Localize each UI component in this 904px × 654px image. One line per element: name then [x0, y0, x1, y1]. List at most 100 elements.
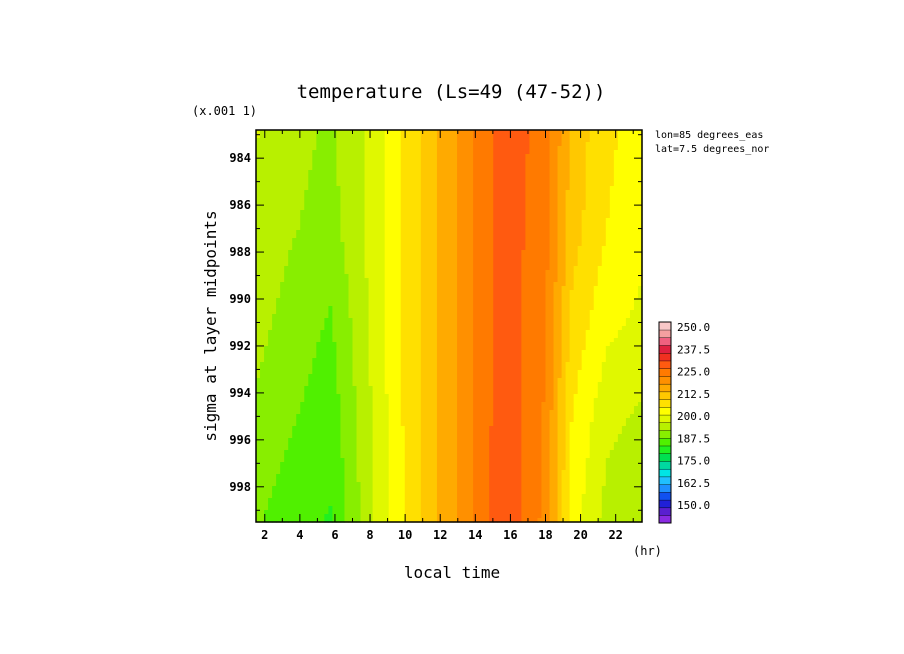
contour-cell — [605, 218, 611, 223]
contour-cell — [344, 138, 350, 143]
contour-cell — [637, 138, 643, 143]
contour-cell — [412, 146, 418, 151]
contour-cell — [621, 330, 627, 335]
contour-cell — [533, 306, 539, 311]
contour-cell — [340, 330, 346, 335]
contour-cell — [408, 250, 414, 255]
contour-cell — [364, 318, 370, 323]
contour-cell — [284, 186, 289, 191]
contour-cell — [469, 150, 474, 155]
contour-cell — [416, 234, 422, 239]
contour-cell — [541, 262, 547, 267]
contour-cell — [513, 326, 518, 331]
contour-cell — [428, 214, 434, 219]
contour-cell — [276, 286, 281, 291]
contour-cell — [300, 178, 305, 183]
contour-cell — [392, 214, 398, 219]
contour-cell — [477, 286, 482, 291]
contour-cell — [501, 254, 506, 259]
contour-cell — [376, 178, 382, 183]
contour-cell — [408, 234, 414, 239]
contour-cell — [561, 322, 567, 327]
contour-cell — [292, 190, 297, 195]
contour-cell — [364, 166, 370, 171]
contour-cell — [272, 258, 277, 263]
contour-cell — [364, 214, 370, 219]
contour-cell — [360, 210, 366, 215]
contour-cell — [388, 306, 394, 311]
contour-cell — [629, 206, 635, 211]
contour-cell — [633, 302, 639, 307]
contour-cell — [633, 198, 639, 203]
contour-cell — [324, 290, 329, 295]
contour-cell — [605, 134, 611, 139]
contour-cell — [481, 146, 486, 151]
contour-cell — [541, 166, 547, 171]
contour-cell — [332, 282, 338, 287]
contour-cell — [465, 158, 470, 163]
contour-cell — [304, 210, 309, 215]
contour-cell — [505, 290, 510, 295]
contour-cell — [328, 270, 333, 275]
contour-cell — [400, 158, 406, 163]
contour-cell — [573, 198, 579, 203]
contour-cell — [380, 262, 386, 267]
contour-cell — [477, 266, 482, 271]
contour-cell — [485, 202, 490, 207]
contour-cell — [436, 242, 442, 247]
contour-cell — [465, 206, 470, 211]
contour-cell — [633, 298, 639, 303]
contour-cell — [465, 290, 470, 295]
contour-cell — [465, 326, 470, 331]
contour-cell — [517, 198, 522, 203]
contour-cell — [593, 166, 599, 171]
contour-cell — [256, 274, 261, 279]
contour-cell — [473, 138, 478, 143]
contour-cell — [408, 198, 414, 203]
contour-cell — [457, 142, 462, 147]
contour-cell — [497, 254, 502, 259]
contour-cell — [392, 310, 398, 315]
contour-cell — [428, 270, 434, 275]
contour-cell — [404, 178, 410, 183]
contour-cell — [308, 298, 313, 303]
contour-cell — [453, 306, 458, 311]
contour-cell — [280, 306, 285, 311]
contour-cell — [320, 222, 325, 227]
contour-cell — [625, 290, 631, 295]
contour-cell — [509, 214, 514, 219]
contour-cell — [637, 170, 643, 175]
contour-cell — [561, 134, 567, 139]
contour-cell — [573, 154, 579, 159]
contour-cell — [288, 262, 293, 267]
contour-cell — [549, 198, 555, 203]
contour-cell — [332, 290, 338, 295]
contour-cell — [557, 206, 563, 211]
contour-cell — [384, 154, 390, 159]
contour-cell — [505, 202, 510, 207]
contour-cell — [565, 262, 571, 267]
contour-cell — [340, 234, 346, 239]
contour-cell — [400, 218, 406, 223]
contour-cell — [360, 238, 366, 243]
contour-cell — [585, 262, 591, 267]
contour-cell — [501, 314, 506, 319]
contour-cell — [320, 186, 325, 191]
contour-cell — [392, 318, 398, 323]
contour-cell — [300, 318, 305, 323]
contour-cell — [440, 190, 446, 195]
contour-cell — [416, 294, 422, 299]
contour-cell — [372, 182, 378, 187]
contour-cell — [501, 174, 506, 179]
contour-cell — [505, 162, 510, 167]
contour-cell — [625, 318, 631, 323]
contour-cell — [336, 314, 342, 319]
contour-cell — [577, 282, 583, 287]
contour-cell — [296, 162, 301, 167]
contour-cell — [412, 242, 418, 247]
contour-cell — [629, 314, 635, 319]
contour-cell — [513, 162, 518, 167]
contour-cell — [344, 318, 350, 323]
contour-cell — [557, 170, 563, 175]
contour-cell — [457, 170, 462, 175]
